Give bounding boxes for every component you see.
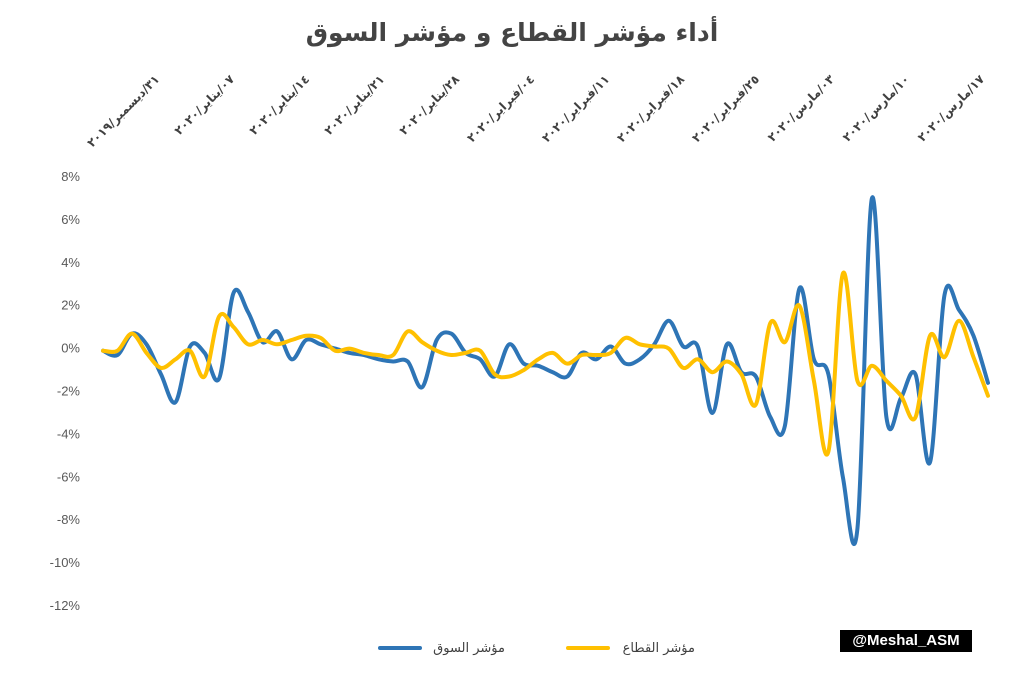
legend: مؤشر السوق مؤشر القطاع bbox=[378, 641, 695, 656]
x-tick-label: ٠٧/يناير/٢٠٢٠ bbox=[172, 72, 238, 138]
x-tick-label: ١٠/مارس/٢٠٢٠ bbox=[840, 72, 912, 144]
series-lines bbox=[101, 195, 990, 547]
watermark-label: @Meshal_ASM bbox=[840, 630, 972, 652]
y-tick-label: -2% bbox=[57, 384, 81, 399]
x-tick-label: ٢٥/فبراير/٢٠٢٠ bbox=[689, 72, 762, 145]
y-tick-label: -8% bbox=[57, 512, 81, 527]
y-tick-label: -4% bbox=[57, 426, 81, 441]
y-tick-label: 6% bbox=[61, 212, 80, 227]
x-tick-label: ٠٤/فبراير/٢٠٢٠ bbox=[464, 72, 537, 145]
y-tick-label: 2% bbox=[61, 298, 80, 313]
x-tick-label: ٢٨/يناير/٢٠٢٠ bbox=[397, 72, 463, 138]
y-tick-label: 4% bbox=[61, 255, 80, 270]
series-line-sector-index bbox=[101, 270, 990, 457]
y-tick-label: -12% bbox=[50, 598, 81, 613]
y-tick-label: 0% bbox=[61, 341, 80, 356]
y-tick-label: -6% bbox=[57, 469, 81, 484]
x-tick-label: ١٧/مارس/٢٠٢٠ bbox=[915, 72, 988, 145]
y-tick-label: -10% bbox=[50, 555, 81, 570]
x-tick-label: ٠٣/مارس/٢٠٢٠ bbox=[765, 72, 838, 145]
x-tick-label: ١٨/فبراير/٢٠٢٠ bbox=[614, 72, 687, 145]
y-axis-ticks: 8% 6% 4% 2% 0% -2% -4% -6% -8% -10% -12% bbox=[50, 169, 81, 613]
x-tick-label: ١٤/يناير/٢٠٢٠ bbox=[247, 72, 312, 137]
x-tick-label: ١١/فبراير/٢٠٢٠ bbox=[539, 72, 612, 145]
y-tick-label: 8% bbox=[61, 169, 80, 184]
x-tick-label: ٣١/ديسمبر/٢٠١٩ bbox=[84, 72, 162, 150]
x-axis-ticks: ٣١/ديسمبر/٢٠١٩٠٧/يناير/٢٠٢٠١٤/يناير/٢٠٢٠… bbox=[84, 72, 987, 150]
legend-label-market-index: مؤشر السوق bbox=[433, 641, 505, 656]
chart-title: أداء مؤشر القطاع و مؤشر السوق bbox=[305, 18, 719, 47]
legend-label-sector-index: مؤشر القطاع bbox=[623, 641, 695, 656]
x-tick-label: ٢١/يناير/٢٠٢٠ bbox=[322, 72, 387, 137]
